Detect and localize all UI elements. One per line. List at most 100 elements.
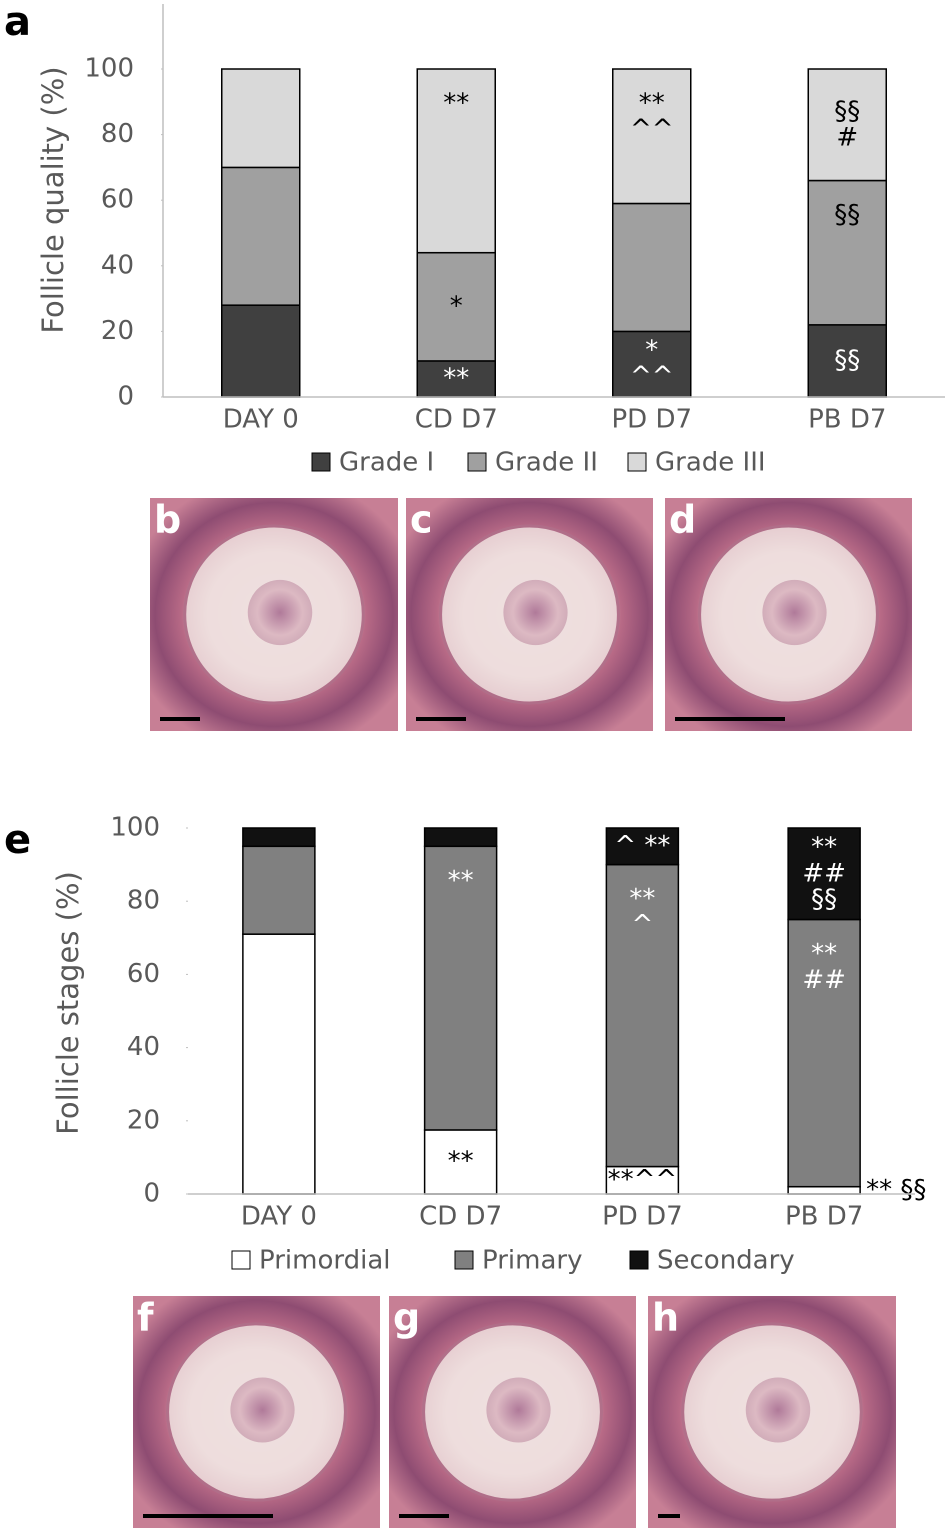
panel-letter: e bbox=[4, 817, 31, 863]
bar-segment bbox=[242, 827, 316, 848]
significance-mark: ** bbox=[811, 939, 837, 969]
y-tick-label: 100 bbox=[84, 54, 134, 84]
legend-swatch bbox=[454, 1250, 474, 1270]
bar-segment bbox=[242, 845, 316, 935]
y-tick-label: 40 bbox=[127, 1032, 160, 1062]
significance-mark: ** bbox=[448, 1146, 474, 1176]
significance-mark: ** bbox=[443, 363, 469, 393]
y-tick-label: 20 bbox=[127, 1105, 160, 1135]
panel-letter: a bbox=[4, 0, 31, 45]
legend-swatch bbox=[629, 1250, 649, 1270]
y-tick-label: 20 bbox=[101, 316, 134, 346]
micrograph: f bbox=[133, 1296, 380, 1528]
significance-mark: ** bbox=[448, 866, 474, 896]
micrograph-letter: c bbox=[410, 498, 433, 542]
bar-segment bbox=[221, 166, 301, 306]
significance-mark: ## bbox=[802, 858, 846, 888]
significance-mark: ** bbox=[811, 832, 837, 862]
legend-swatch bbox=[231, 1250, 251, 1270]
y-tick-label: 60 bbox=[127, 959, 160, 989]
y-axis-title: Follicle quality (%) bbox=[36, 66, 70, 333]
y-tick-label: 80 bbox=[101, 119, 134, 149]
bar-segment bbox=[423, 827, 498, 848]
bar-segment bbox=[423, 845, 498, 1131]
significance-mark: **^^ bbox=[608, 1165, 678, 1195]
significance-mark: ^^ bbox=[630, 362, 674, 392]
micrograph: d bbox=[665, 498, 912, 731]
nucleus bbox=[762, 579, 827, 646]
bar-segment bbox=[612, 330, 692, 398]
legend-swatch bbox=[311, 452, 331, 472]
significance-mark: ^^ bbox=[630, 115, 674, 145]
bar-segment bbox=[605, 863, 680, 1168]
x-tick-label: PD D7 bbox=[602, 1202, 683, 1232]
micrograph-letter: h bbox=[652, 1296, 679, 1340]
x-tick-label: PD D7 bbox=[611, 405, 692, 435]
significance-mark: ** bbox=[629, 884, 655, 914]
micrograph: g bbox=[389, 1296, 636, 1528]
micrograph-letter: d bbox=[669, 498, 696, 542]
x-tick-label: CD D7 bbox=[419, 1202, 502, 1232]
nucleus bbox=[745, 1377, 811, 1443]
micrograph: c bbox=[406, 498, 653, 731]
nucleus bbox=[247, 579, 313, 646]
bar-segment bbox=[605, 1165, 680, 1195]
significance-mark: §§ bbox=[834, 96, 860, 126]
micrograph-letter: g bbox=[393, 1296, 420, 1340]
bar-segment bbox=[612, 68, 692, 205]
significance-mark: * bbox=[645, 336, 658, 366]
significance-mark: # bbox=[836, 122, 858, 152]
bar-segment bbox=[221, 68, 301, 169]
y-tick-label: 60 bbox=[101, 185, 134, 215]
significance-mark: ^ bbox=[631, 910, 653, 940]
significance-mark: §§ bbox=[811, 884, 837, 914]
y-tick-label: 40 bbox=[101, 250, 134, 280]
significance-mark: ** §§ bbox=[866, 1175, 926, 1205]
bar-segment bbox=[605, 827, 680, 866]
bar-segment bbox=[787, 918, 861, 1188]
bar-segment bbox=[807, 68, 887, 182]
x-tick-label: DAY 0 bbox=[223, 405, 299, 435]
bar-segment bbox=[416, 68, 496, 254]
legend-label: Grade I bbox=[339, 448, 434, 478]
x-tick-label: DAY 0 bbox=[241, 1202, 317, 1232]
micrograph-letter: b bbox=[154, 498, 181, 542]
bar-segment bbox=[807, 324, 887, 398]
x-tick-label: CD D7 bbox=[415, 405, 498, 435]
significance-mark: §§ bbox=[834, 200, 860, 230]
bar-segment bbox=[221, 304, 301, 398]
bar-segment bbox=[612, 202, 692, 333]
nucleus bbox=[486, 1377, 551, 1443]
bar-segment bbox=[787, 827, 861, 921]
x-tick-label: PB D7 bbox=[808, 405, 886, 435]
nucleus bbox=[503, 579, 568, 646]
significance-mark: ## bbox=[802, 965, 846, 995]
bar-segment bbox=[807, 179, 887, 326]
significance-mark: ^ ** bbox=[614, 831, 670, 861]
significance-mark: ** bbox=[639, 89, 665, 119]
legend-label: Grade II bbox=[495, 448, 598, 478]
bar-segment bbox=[242, 933, 316, 1195]
y-axis-title: Follicle stages (%) bbox=[51, 871, 85, 1135]
x-tick-label: PB D7 bbox=[785, 1202, 863, 1232]
legend-label: Secondary bbox=[657, 1246, 795, 1276]
micrograph: b bbox=[150, 498, 398, 731]
significance-mark: §§ bbox=[834, 345, 860, 375]
legend-label: Grade III bbox=[655, 448, 766, 478]
nucleus bbox=[230, 1377, 295, 1443]
y-tick-label: 0 bbox=[117, 382, 134, 412]
significance-mark: * bbox=[450, 291, 463, 321]
legend-label: Primary bbox=[482, 1246, 582, 1276]
y-tick-label: 0 bbox=[143, 1179, 160, 1209]
significance-mark: ** bbox=[443, 89, 469, 119]
micrograph: h bbox=[648, 1296, 896, 1528]
y-tick-label: 100 bbox=[110, 813, 160, 843]
legend-label: Primordial bbox=[259, 1246, 391, 1276]
y-tick-label: 80 bbox=[127, 886, 160, 916]
bar-segment bbox=[416, 251, 496, 362]
legend-swatch bbox=[627, 452, 647, 472]
bar-segment bbox=[787, 1185, 861, 1195]
legend-swatch bbox=[467, 452, 487, 472]
micrograph-letter: f bbox=[137, 1296, 154, 1340]
